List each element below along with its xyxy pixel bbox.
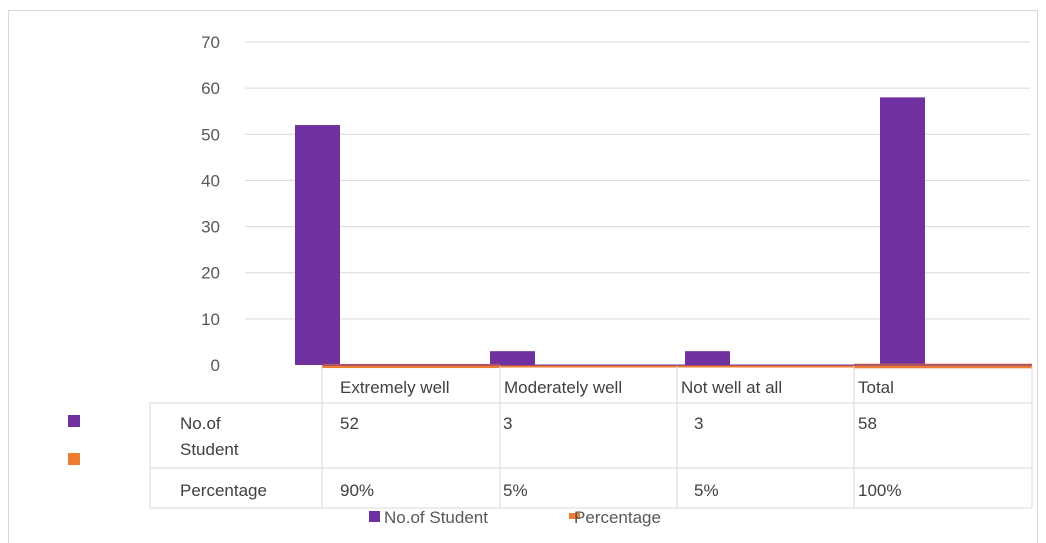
- y-tick-label-70: 70: [201, 33, 220, 52]
- cell-no-of-student-1: 3: [503, 414, 512, 433]
- chart-frame-right: [1037, 10, 1038, 543]
- category-label-2: Not well at all: [681, 378, 782, 397]
- series-label-no-of-student: No.of Student: [180, 414, 239, 459]
- bars: [295, 97, 1032, 369]
- data-table: Extremely well Moderately well Not well at…: [68, 366, 1033, 509]
- cell-no-of-student-2: 3: [694, 414, 703, 433]
- y-tick-label-10: 10: [201, 310, 220, 329]
- bar-percentage-3: [854, 363, 1032, 369]
- y-tick-label-60: 60: [201, 79, 220, 98]
- gridlines: [245, 41, 1030, 320]
- table-legend-key-no-of-student: [68, 415, 80, 427]
- cell-no-of-student-0: 52: [340, 414, 359, 433]
- legend: No.of Student Percentage: [369, 508, 661, 527]
- legend-label-percentage: Percentage: [574, 508, 661, 527]
- bar-percentage-2: [677, 364, 854, 368]
- y-tick-label-30: 30: [201, 218, 220, 237]
- cell-percentage-0: 90%: [340, 481, 374, 500]
- chart-frame-left: [8, 10, 9, 543]
- table-legend-key-percentage: [68, 453, 80, 465]
- series-label-percentage: Percentage: [180, 481, 267, 500]
- bar-no-of-student-3: [880, 97, 925, 365]
- cell-percentage-3: 100%: [858, 481, 901, 500]
- y-tick-label-50: 50: [201, 125, 220, 144]
- cell-no-of-student-3: 58: [858, 414, 877, 433]
- bar-percentage-0: [322, 363, 500, 369]
- y-tick-label-20: 20: [201, 264, 220, 283]
- category-label-1: Moderately well: [504, 378, 622, 397]
- series-label-line-0: No.of: [180, 414, 221, 433]
- category-label-0: Extremely well: [340, 378, 450, 397]
- chart-frame-top: [8, 10, 1038, 11]
- y-tick-label-0: 0: [211, 356, 220, 375]
- bar-no-of-student-0: [295, 125, 340, 365]
- bar-no-of-student-1: [490, 351, 535, 365]
- legend-swatch-percentage: [569, 513, 580, 519]
- bar-percentage-1: [500, 364, 677, 368]
- legend-swatch-no-of-student: [369, 511, 380, 522]
- cell-percentage-1: 5%: [503, 481, 528, 500]
- y-tick-label-40: 40: [201, 171, 220, 190]
- bar-no-of-student-2: [685, 351, 730, 365]
- series-label-line-1: Student: [180, 440, 239, 459]
- legend-label-no-of-student: No.of Student: [384, 508, 488, 527]
- category-label-3: Total: [858, 378, 894, 397]
- cell-percentage-2: 5%: [694, 481, 719, 500]
- y-axis-ticks: 0 10 20 30 40 50 60 70: [201, 33, 220, 375]
